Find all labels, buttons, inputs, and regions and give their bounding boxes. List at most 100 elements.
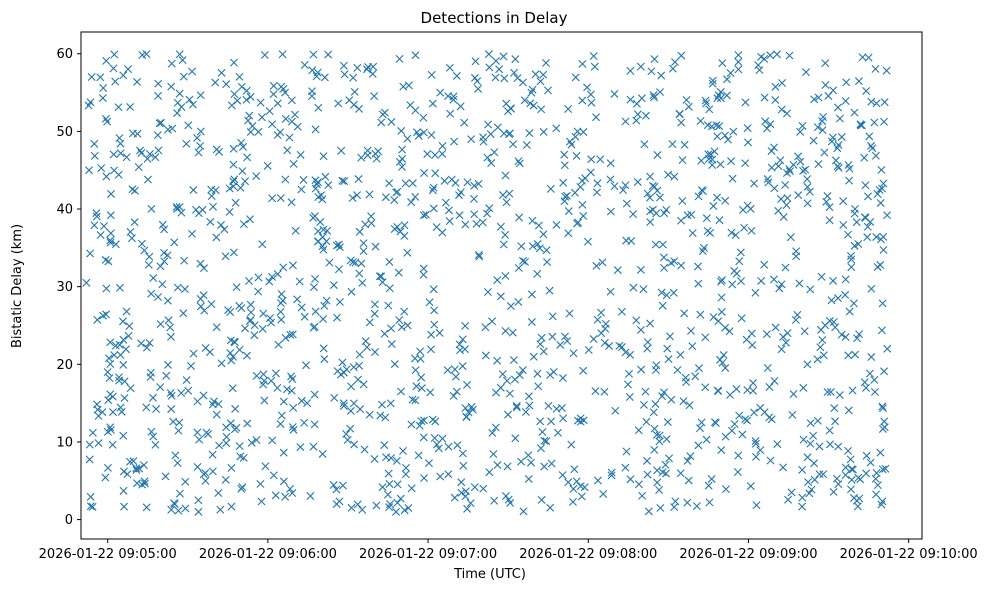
scatter-point xyxy=(268,120,277,129)
scatter-point xyxy=(878,404,887,413)
scatter-point xyxy=(225,207,234,216)
scatter-point xyxy=(140,479,149,488)
scatter-point xyxy=(371,242,380,251)
scatter-point xyxy=(757,276,766,285)
scatter-point xyxy=(365,410,374,419)
scatter-point xyxy=(495,65,504,74)
scatter-point xyxy=(378,110,387,119)
scatter-point xyxy=(222,80,231,89)
scatter-point xyxy=(559,414,568,423)
scatter-point xyxy=(110,50,119,59)
scatter-point xyxy=(865,132,874,141)
scatter-point xyxy=(722,485,730,494)
scatter-point xyxy=(841,275,850,284)
scatter-point xyxy=(773,50,782,59)
scatter-point xyxy=(806,419,815,428)
scatter-point xyxy=(526,99,535,108)
scatter-point xyxy=(173,109,182,118)
scatter-point xyxy=(273,383,282,392)
scatter-point xyxy=(421,210,430,219)
scatter-point xyxy=(820,148,829,157)
scatter-point xyxy=(867,97,876,106)
scatter-point xyxy=(101,255,110,264)
y-tick-label: 20 xyxy=(56,358,73,373)
scatter-point xyxy=(606,287,615,296)
scatter-point xyxy=(699,243,708,252)
scatter-point xyxy=(147,427,156,436)
scatter-point xyxy=(237,484,246,493)
scatter-point xyxy=(125,322,134,331)
scatter-point xyxy=(419,113,428,122)
scatter-point xyxy=(85,166,93,175)
scatter-point xyxy=(803,175,812,184)
scatter-point xyxy=(368,69,377,78)
scatter-point xyxy=(786,233,795,242)
scatter-point xyxy=(775,284,784,293)
scatter-point xyxy=(821,59,830,68)
scatter-point xyxy=(452,387,461,396)
scatter-point xyxy=(330,393,339,402)
scatter-point xyxy=(637,94,646,103)
scatter-point xyxy=(706,150,715,159)
scatter-point xyxy=(461,404,470,413)
scatter-point xyxy=(444,206,453,215)
plot-frame xyxy=(80,31,923,540)
scatter-point xyxy=(189,186,198,195)
scatter-point xyxy=(751,437,760,446)
scatter-point xyxy=(145,149,154,158)
scatter-point xyxy=(746,482,755,491)
scatter-point xyxy=(818,126,827,135)
scatter-point xyxy=(750,179,759,188)
scatter-point xyxy=(552,220,561,229)
scatter-point xyxy=(650,182,659,191)
scatter-point xyxy=(250,321,259,330)
scatter-point xyxy=(455,211,464,220)
scatter-point xyxy=(161,472,170,481)
scatter-point xyxy=(350,440,359,449)
scatter-point xyxy=(701,333,710,342)
scatter-point xyxy=(589,335,598,344)
scatter-point xyxy=(845,307,854,316)
scatter-point xyxy=(617,307,626,316)
scatter-point xyxy=(646,172,655,181)
scatter-point xyxy=(154,292,163,301)
scatter-point xyxy=(132,464,141,473)
scatter-point xyxy=(459,461,468,470)
scatter-point xyxy=(385,179,394,188)
scatter-point xyxy=(877,326,886,335)
scatter-point xyxy=(259,370,268,379)
scatter-point xyxy=(621,181,630,190)
scatter-point xyxy=(665,454,674,463)
scatter-point xyxy=(450,365,459,374)
scatter-point xyxy=(426,388,435,397)
scatter-point xyxy=(694,279,703,288)
scatter-point xyxy=(235,442,244,451)
scatter-point xyxy=(688,229,697,238)
scatter-point xyxy=(208,450,217,459)
scatter-point xyxy=(716,94,725,103)
scatter-point xyxy=(277,315,286,324)
scatter-point xyxy=(492,388,501,397)
scatter-point xyxy=(85,455,94,464)
scatter-point xyxy=(154,91,163,100)
scatter-point xyxy=(868,144,877,153)
scatter-point xyxy=(360,445,369,454)
scatter-point xyxy=(517,457,526,466)
scatter-point xyxy=(430,433,439,442)
scatter-point xyxy=(460,118,469,127)
scatter-point xyxy=(815,442,824,451)
scatter-point xyxy=(755,66,764,75)
scatter-point xyxy=(587,155,596,164)
scatter-point xyxy=(579,211,588,220)
scatter-point xyxy=(372,501,381,510)
scatter-point xyxy=(705,105,714,114)
scatter-point xyxy=(580,483,589,492)
scatter-point xyxy=(395,54,404,63)
scatter-point xyxy=(880,367,889,376)
scatter-point xyxy=(241,324,250,333)
scatter-point xyxy=(289,403,298,412)
scatter-point xyxy=(196,141,205,150)
scatter-point xyxy=(99,311,108,320)
scatter-point xyxy=(258,324,267,333)
scatter-point xyxy=(353,63,362,72)
